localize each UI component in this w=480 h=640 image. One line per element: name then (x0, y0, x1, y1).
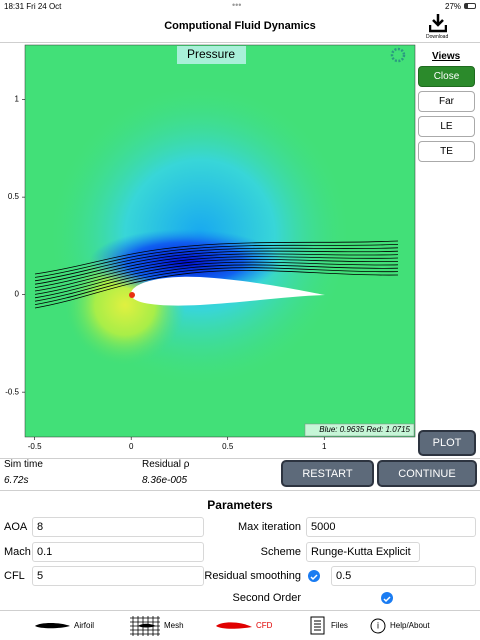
cfl-label: CFL (4, 570, 25, 582)
date: Fri 24 Oct (26, 2, 62, 11)
continue-button[interactable]: CONTINUE (377, 460, 477, 487)
tab-files[interactable]: Files (331, 621, 348, 630)
streamline (34, 261, 399, 299)
y-tick-label: 0.5 (8, 192, 20, 201)
battery-icon (464, 3, 476, 9)
streamline (34, 256, 399, 292)
aoa-field[interactable]: 8 (32, 517, 204, 537)
streamline (34, 267, 399, 305)
view-button[interactable]: TE (418, 141, 475, 162)
second-order-label: Second Order (232, 592, 301, 604)
scheme-field[interactable]: Runge-Kutta Explicit (306, 542, 420, 562)
view-button[interactable]: Close (418, 66, 475, 87)
streamline (34, 244, 399, 278)
plot-button[interactable]: PLOT (418, 430, 476, 456)
residual-smoothing-label: Residual smoothing (204, 570, 301, 582)
tab-icons: i (35, 616, 386, 636)
app-title: Computional Fluid Dynamics (164, 20, 316, 32)
residual-smoothing-field[interactable]: 0.5 (331, 566, 476, 586)
x-tick-label: 0.5 (222, 442, 234, 451)
residual-smoothing-checkbox[interactable] (308, 570, 320, 582)
streamline (34, 253, 399, 288)
dots: ••• (232, 0, 242, 10)
download-icon[interactable] (429, 13, 447, 33)
separator (0, 42, 480, 43)
streamline (34, 247, 399, 282)
separator (0, 490, 480, 491)
views-title: Views (432, 51, 461, 62)
max-iteration-label: Max iteration (238, 521, 301, 533)
tab-help[interactable]: Help/About (390, 621, 430, 630)
view-button[interactable]: Far (418, 91, 475, 112)
status-time: 18:31 Fri 24 Oct (4, 2, 61, 11)
restart-button[interactable]: RESTART (281, 460, 374, 487)
cfl-field[interactable]: 5 (32, 566, 204, 586)
y-tick-label: -0.5 (5, 387, 19, 396)
download-label[interactable]: Download (426, 34, 449, 40)
settings-icon[interactable] (390, 47, 406, 63)
pressure-label-box (177, 46, 246, 64)
stagnation (129, 292, 135, 298)
second-order-checkbox[interactable] (381, 592, 393, 604)
max-iteration-field[interactable]: 5000 (306, 517, 476, 537)
range-box (304, 423, 415, 437)
streamline (34, 264, 399, 302)
mach-label: Mach (4, 546, 31, 558)
streamline (34, 250, 399, 285)
battery: 27% (445, 2, 462, 11)
field-label: Pressure (187, 47, 235, 61)
sim-time: 6.72s (4, 475, 29, 486)
range-text: Blue: 0.9635 Red: 1.0715 (319, 425, 410, 434)
scheme-label: Scheme (260, 546, 301, 558)
x-tick-label: 1 (322, 442, 327, 451)
parameters-title: Parameters (207, 498, 273, 512)
x-tick-label: 0 (129, 442, 134, 451)
streamline (34, 240, 399, 275)
y-tick-label: 1 (15, 95, 20, 104)
plot: Pressure Blue: 0.9635 Red: 1.0715 -0.5 0 0… (5, 44, 416, 451)
y-tick-label: 0 (15, 290, 20, 299)
tab-cfd[interactable]: CFD (256, 621, 273, 630)
tab-airfoil[interactable]: Airfoil (74, 621, 95, 630)
view-button[interactable]: LE (418, 116, 475, 137)
streamline (34, 270, 399, 309)
mach-field[interactable]: 0.1 (32, 542, 204, 562)
residual: 8.36e-005 (142, 475, 188, 486)
aoa-label: AOA (4, 521, 28, 533)
airfoil (131, 276, 325, 306)
residual-label: Residual ρ (142, 459, 190, 470)
svg-text:i: i (377, 620, 379, 630)
time: 18:31 (4, 2, 25, 11)
streamline (34, 259, 399, 295)
x-tick-label: -0.5 (28, 442, 42, 451)
tab-mesh[interactable]: Mesh (164, 621, 184, 630)
sim-time-label: Sim time (4, 459, 43, 470)
separator (0, 610, 480, 611)
separator (0, 458, 480, 459)
